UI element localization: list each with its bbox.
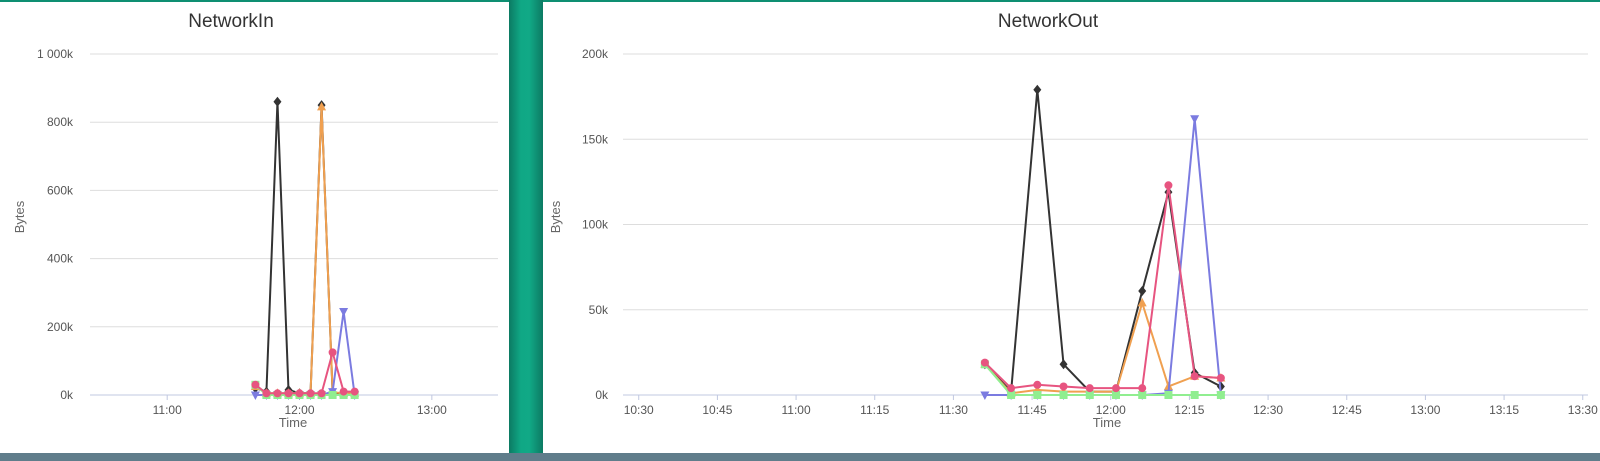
data-point: [1033, 380, 1042, 389]
plot-area: 0k 200k 400k 600k 800k 1 000k 11:00 12:00 13:00: [37, 47, 498, 417]
data-point: [262, 389, 271, 398]
x-tick-label: 11:30: [939, 403, 968, 417]
series-line: [254, 105, 355, 395]
bottom-strip: [0, 453, 1600, 461]
data-point: [295, 389, 304, 398]
data-point: [1111, 391, 1120, 399]
x-tick-label: 13:00: [1410, 403, 1440, 417]
data-point: [339, 307, 349, 317]
chart-title: NetworkOut: [998, 11, 1099, 32]
x-tick-label: 11:45: [1018, 403, 1047, 417]
x-tick-label: 12:00: [1096, 403, 1126, 417]
data-point: [250, 391, 260, 400]
x-tick-label: 13:00: [417, 403, 447, 417]
series-line: [984, 184, 1221, 390]
series-line: [254, 384, 355, 396]
data-point: [1137, 297, 1147, 307]
data-point: [1033, 391, 1042, 399]
data-point: [1059, 391, 1068, 399]
data-point: [1190, 391, 1199, 399]
y-tick-label: 200k: [47, 320, 74, 334]
series-line: [984, 363, 1221, 396]
data-point: [1138, 384, 1147, 393]
data-point: [284, 389, 293, 398]
data-point: [980, 391, 990, 400]
panel-divider: [509, 0, 543, 453]
x-tick-label: 11:15: [860, 403, 889, 417]
data-point: [1190, 372, 1199, 381]
data-point: [273, 389, 282, 398]
x-tick-label: 13:30: [1568, 403, 1598, 417]
network-out-panel: NetworkOut Bytes Time 0k 50k 100k 150k 200k 1…: [543, 2, 1600, 453]
y-tick-label: 0k: [60, 388, 74, 402]
y-axis-label: Bytes: [12, 200, 27, 233]
x-tick-label: 10:45: [702, 403, 732, 417]
y-tick-label: 100k: [582, 218, 609, 232]
x-tick-label: 12:30: [1253, 403, 1283, 417]
data-point: [1007, 384, 1016, 393]
top-strip: [0, 0, 1600, 2]
data-point: [1085, 384, 1094, 393]
y-tick-label: 1 000k: [37, 47, 74, 61]
y-tick-label: 800k: [47, 115, 74, 129]
x-axis-label: Time: [1093, 415, 1121, 430]
y-axis-label: Bytes: [548, 200, 563, 233]
plot-area: 0k 50k 100k 150k 200k 10:30 10:45 11:00 11:15 11:…: [582, 47, 1598, 417]
data-point: [328, 348, 337, 357]
x-tick-label: 12:15: [1174, 403, 1204, 417]
series-line: [984, 88, 1222, 393]
data-point: [1059, 359, 1068, 370]
y-tick-label: 600k: [47, 183, 74, 197]
data-point: [1190, 115, 1200, 124]
network-in-panel: NetworkIn Bytes Time 0k 200k 400k 600k 800k 1…: [0, 2, 509, 453]
data-point: [1164, 181, 1173, 190]
series-line: [254, 351, 355, 395]
y-tick-label: 200k: [582, 47, 609, 61]
x-tick-label: 11:00: [782, 403, 811, 417]
data-point: [1085, 391, 1094, 399]
x-tick-label: 12:45: [1332, 403, 1362, 417]
series-line: [255, 310, 356, 396]
data-point: [339, 387, 348, 396]
y-tick-label: 50k: [589, 303, 609, 317]
data-point: [1138, 391, 1147, 399]
data-point: [1216, 373, 1225, 382]
data-point: [1033, 84, 1042, 95]
data-point: [1007, 391, 1016, 399]
x-tick-label: 10:30: [624, 403, 654, 417]
x-tick-label: 13:15: [1489, 403, 1519, 417]
series-line: [984, 301, 1221, 395]
y-tick-label: 0k: [595, 388, 609, 402]
x-axis-label: Time: [279, 415, 307, 430]
x-tick-label: 12:00: [284, 403, 314, 417]
data-point: [980, 358, 989, 367]
data-point: [328, 391, 337, 399]
data-point: [306, 389, 315, 398]
data-point: [1164, 391, 1173, 399]
data-point: [1059, 382, 1068, 391]
data-point: [251, 380, 260, 389]
series-line: [984, 117, 1222, 396]
x-tick-label: 11:00: [153, 403, 182, 417]
network-out-chart: NetworkOut Bytes Time 0k 50k 100k 150k 200k 1…: [548, 11, 1598, 430]
data-point: [350, 387, 359, 396]
chart-title: NetworkIn: [188, 11, 274, 32]
network-in-chart: NetworkIn Bytes Time 0k 200k 400k 600k 800k 1…: [12, 11, 498, 430]
series-line: [255, 100, 355, 395]
y-tick-label: 400k: [47, 252, 74, 266]
data-point: [273, 96, 282, 107]
y-tick-label: 150k: [582, 132, 609, 146]
data-point: [317, 101, 327, 111]
data-point: [1111, 384, 1120, 393]
data-point: [317, 389, 326, 398]
data-point: [1138, 285, 1147, 296]
data-point: [1216, 391, 1225, 399]
